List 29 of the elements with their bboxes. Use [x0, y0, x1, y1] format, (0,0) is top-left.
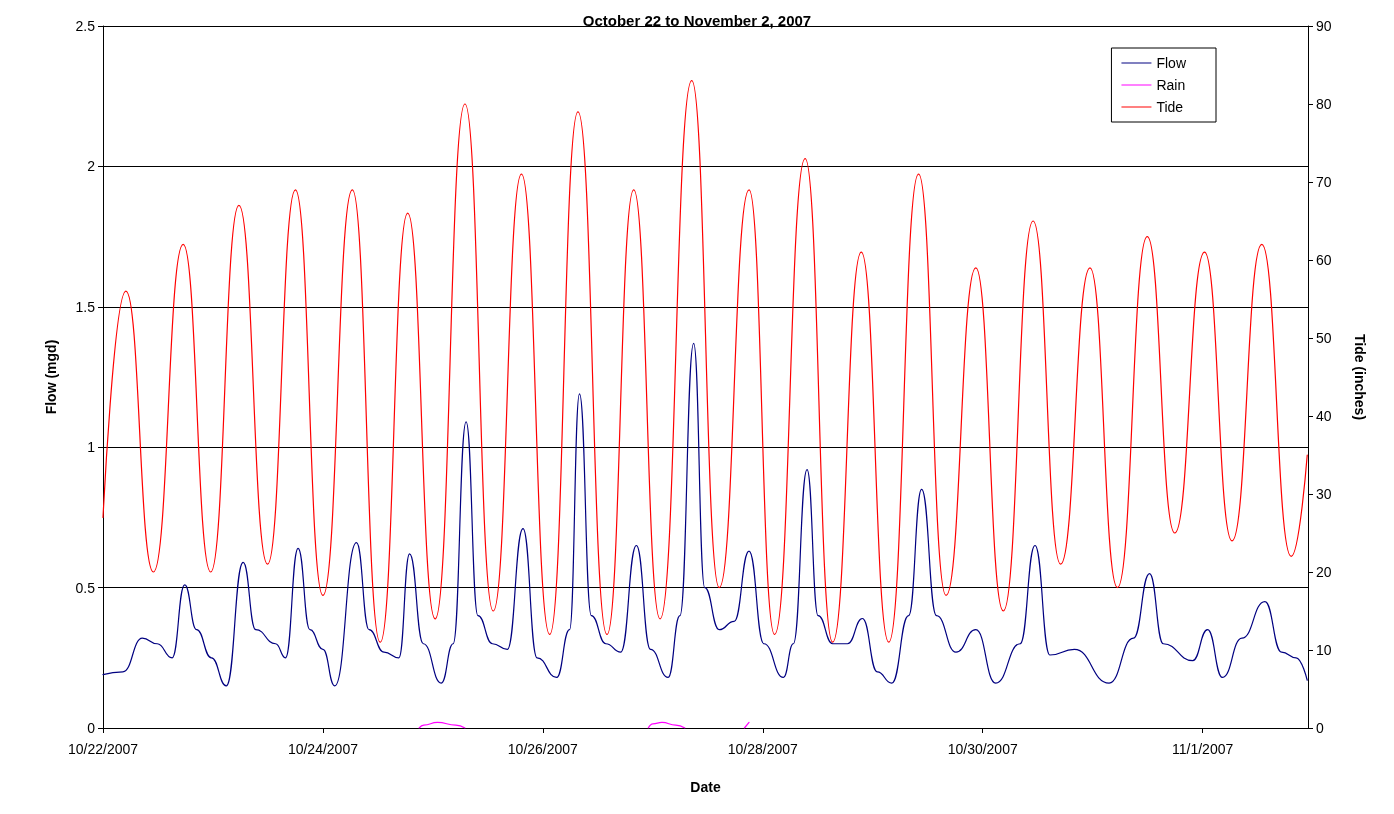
- y-tick-label: 2: [87, 158, 96, 175]
- y2-tick-label: 60: [1316, 252, 1332, 268]
- legend-label: Rain: [1156, 77, 1186, 93]
- x-tick-label: 11/1/2007: [1171, 741, 1234, 757]
- x-tick-label: 10/26/2007: [507, 741, 579, 757]
- x-tick-label: 10/28/2007: [727, 741, 799, 757]
- y2-tick-label: 30: [1316, 486, 1332, 502]
- x-axis-title: Date: [690, 779, 721, 795]
- y2-tick-label: 40: [1316, 408, 1332, 424]
- y-tick-label: 1: [87, 439, 96, 456]
- y-tick-label: 1.5: [75, 298, 96, 315]
- y2-tick-label: 20: [1316, 564, 1332, 580]
- y-axis-title: Flow (mgd): [43, 339, 59, 415]
- y-tick-label: 2.5: [75, 18, 96, 34]
- y-tick-label: 0: [87, 720, 96, 736]
- x-tick-label: 10/22/2007: [67, 741, 139, 757]
- chart-title: October 22 to November 2, 2007: [582, 12, 812, 29]
- y-tick-label: 0.5: [75, 579, 96, 596]
- y2-tick-label: 0: [1316, 720, 1324, 736]
- legend-label: Flow: [1156, 55, 1187, 71]
- y2-tick-label: 50: [1316, 330, 1332, 346]
- y2-tick-label: 90: [1316, 18, 1332, 34]
- y2-tick-label: 70: [1316, 174, 1332, 190]
- x-tick-label: 10/30/2007: [947, 741, 1018, 757]
- y2-axis-title: Tide (inches): [1352, 333, 1368, 421]
- y2-tick-label: 80: [1316, 96, 1332, 112]
- y2-tick-label: 10: [1316, 642, 1332, 658]
- x-tick-label: 10/24/2007: [287, 741, 359, 757]
- legend-label: Tide: [1156, 99, 1184, 115]
